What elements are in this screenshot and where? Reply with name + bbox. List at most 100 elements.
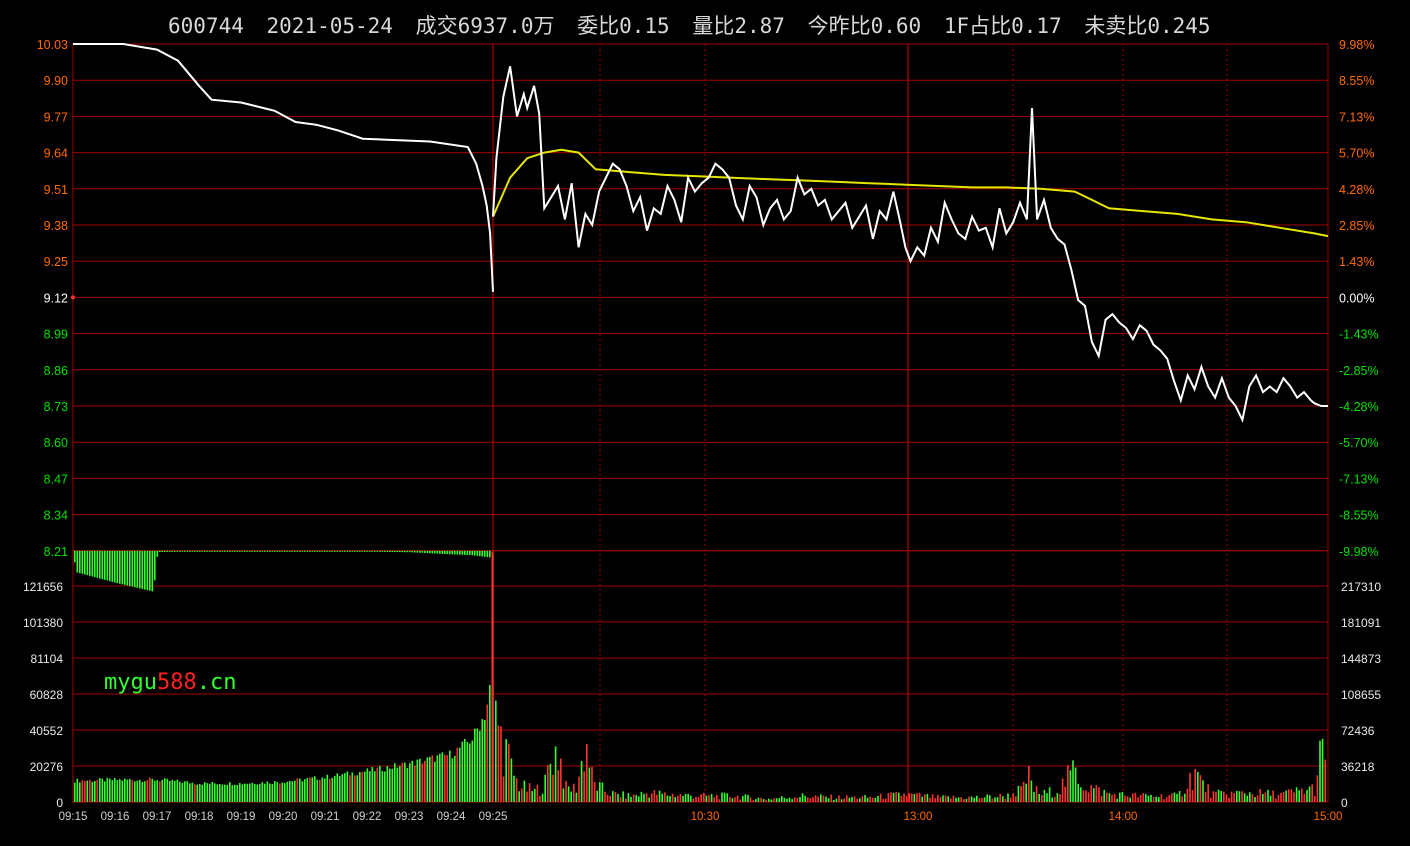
unmatched-bar (114, 550, 116, 583)
session-volume-bar (947, 796, 949, 802)
unmatched-bar (244, 550, 246, 552)
auction-volume-bar (426, 757, 429, 802)
auction-volume-bar (341, 774, 344, 802)
session-volume-bar (851, 797, 853, 802)
unmatched-bar (219, 550, 221, 552)
session-volume-bar (625, 798, 627, 802)
session-volume-bar (1282, 792, 1285, 802)
unmatched-bar (341, 550, 344, 552)
volume-ratio: 量比2.87 (692, 14, 785, 38)
session-volume-bar (1017, 785, 1020, 802)
unmatched-bar (199, 550, 201, 552)
auction-volume-bar (149, 777, 151, 802)
auction-volume-bar (94, 780, 96, 802)
auction-volume-bar (286, 781, 289, 802)
session-volume-bar (1028, 765, 1030, 802)
session-volume-bar (1080, 787, 1082, 802)
auction-volume-bar (291, 781, 294, 802)
auction-volume-bar (381, 771, 384, 802)
session-volume-bar (630, 796, 632, 802)
auction-volume-bar (154, 780, 156, 802)
auction-volume-bar (454, 755, 456, 802)
session-volume-bar (1189, 772, 1191, 802)
session-volume-bar (955, 797, 957, 802)
unmatched-bar (391, 550, 394, 552)
session-volume-bar (534, 788, 536, 802)
auction-volume-bar (344, 773, 346, 802)
session-volume-bar (963, 799, 965, 802)
session-volume-bar (1269, 795, 1272, 802)
session-volume-bar (508, 744, 510, 802)
session-volume-bar (500, 726, 502, 802)
unmatched-bar (324, 550, 326, 552)
auction-volume-bar (309, 777, 311, 802)
session-volume-bar (817, 796, 819, 802)
session-volume-bar (1137, 797, 1139, 802)
session-volume-bar (778, 798, 780, 802)
auction-volume-bar (229, 782, 231, 802)
auction-volume-bar (489, 684, 491, 802)
auction-time-tick: 09:24 (437, 811, 466, 823)
session-volume-bar (799, 797, 801, 802)
session-volume-bar (1293, 792, 1295, 802)
session-volume-bar (1228, 797, 1230, 802)
auction-volume-bar (264, 783, 266, 802)
session-volume-bar (1288, 789, 1290, 802)
session-volume-bar (924, 794, 926, 802)
unmatched-bar (479, 550, 481, 557)
auction-volume-bar (241, 784, 244, 802)
session-volume-bar (749, 797, 752, 802)
session-volume-bar (739, 799, 741, 802)
session-volume-bar (775, 798, 778, 802)
session-volume-bar (1059, 794, 1061, 802)
session-volume-bar (518, 791, 520, 802)
session-volume-bar (1210, 797, 1212, 802)
session-volume-bar (1106, 792, 1108, 802)
unmatched-bar (421, 550, 424, 553)
unmatched-bar (231, 550, 234, 552)
auction-volume-bar (251, 782, 254, 802)
session-volume-bar (905, 796, 908, 802)
unmatched-bar (321, 550, 324, 552)
auction-volume-bar (256, 784, 259, 802)
session-volume-bar (692, 798, 695, 802)
session-volume-bar (989, 795, 991, 802)
unmatched-bar (194, 550, 196, 552)
session-time-tick: 14:00 (1109, 811, 1138, 823)
session-volume-bar (609, 796, 611, 802)
auction-volume-bar (101, 778, 104, 802)
session-volume-bar (1264, 792, 1267, 802)
auction-volume-bar (459, 747, 461, 802)
session-volume-bar (1238, 791, 1241, 802)
unmatched-bar (236, 550, 239, 552)
session-volume-bar (669, 796, 671, 802)
auction-volume-bar (106, 777, 109, 802)
unmatched-bar (266, 550, 269, 552)
auction-volume-bar (274, 781, 276, 802)
session-volume-bar (783, 797, 786, 802)
unmatched-bar (444, 550, 446, 554)
unmatched-bar (349, 550, 351, 552)
auction-volume-bar (281, 782, 284, 802)
turnover: 成交6937.0万 (416, 14, 555, 38)
auction-volume-bar (206, 783, 209, 802)
unmatched-bar (339, 550, 341, 552)
auction-volume-bar (391, 768, 394, 802)
unmatched-bar (261, 550, 264, 552)
session-volume-bar (1085, 790, 1087, 802)
session-volume-bar (960, 797, 962, 802)
session-volume-bar (1033, 791, 1035, 802)
session-volume-bar (827, 798, 830, 802)
session-volume-bar (791, 799, 793, 802)
session-volume-bar (1314, 795, 1316, 802)
session-volume-bar (994, 797, 996, 802)
session-volume-bar (619, 797, 622, 802)
session-volume-bar (731, 798, 734, 802)
session-volume-bar (895, 791, 897, 802)
auction-volume-bar (209, 783, 211, 802)
session-volume-bar (526, 791, 528, 802)
unmatched-bar (186, 550, 189, 552)
session-volume-bar (539, 796, 541, 802)
session-volume-bar (632, 794, 635, 802)
session-volume-bar (1217, 789, 1220, 802)
